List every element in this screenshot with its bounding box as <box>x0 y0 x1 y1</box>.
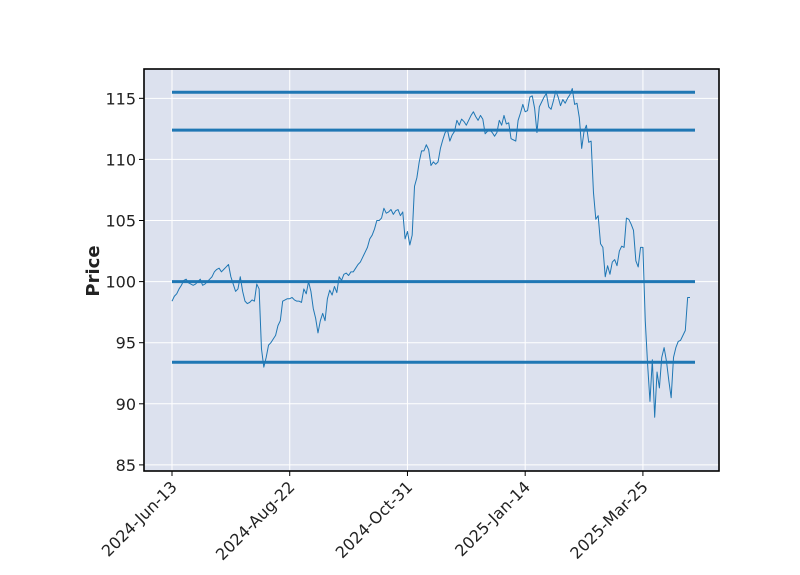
price-line <box>171 88 690 418</box>
y-tick-label: 95 <box>116 334 136 353</box>
x-tick-label: 2024-Jun-13 <box>98 477 181 560</box>
y-tick-label: 90 <box>116 395 136 414</box>
x-tick-label: 2025-Jan-14 <box>451 477 534 560</box>
y-axis-title: Price <box>83 245 104 296</box>
x-tick-label: 2025-Mar-25 <box>566 477 651 562</box>
x-tick-label: 2024-Aug-22 <box>212 477 299 564</box>
y-tick-label: 115 <box>105 89 136 108</box>
x-tick-label: 2024-Oct-31 <box>332 477 417 562</box>
y-tick-label: 100 <box>105 273 136 292</box>
grid-lines <box>144 69 719 471</box>
y-tick-label: 110 <box>105 150 136 169</box>
y-tick-label: 105 <box>105 212 136 231</box>
horizontal-levels <box>172 90 695 364</box>
x-axis-ticks: 2024-Jun-13 2024-Aug-22 2024-Oct-31 2025-Ja… <box>98 471 652 564</box>
y-tick-label: 85 <box>116 456 136 475</box>
price-series <box>171 88 690 418</box>
plot-frame <box>143 68 720 472</box>
y-axis-ticks: 85 90 95 100 105 110 115 <box>105 89 144 475</box>
